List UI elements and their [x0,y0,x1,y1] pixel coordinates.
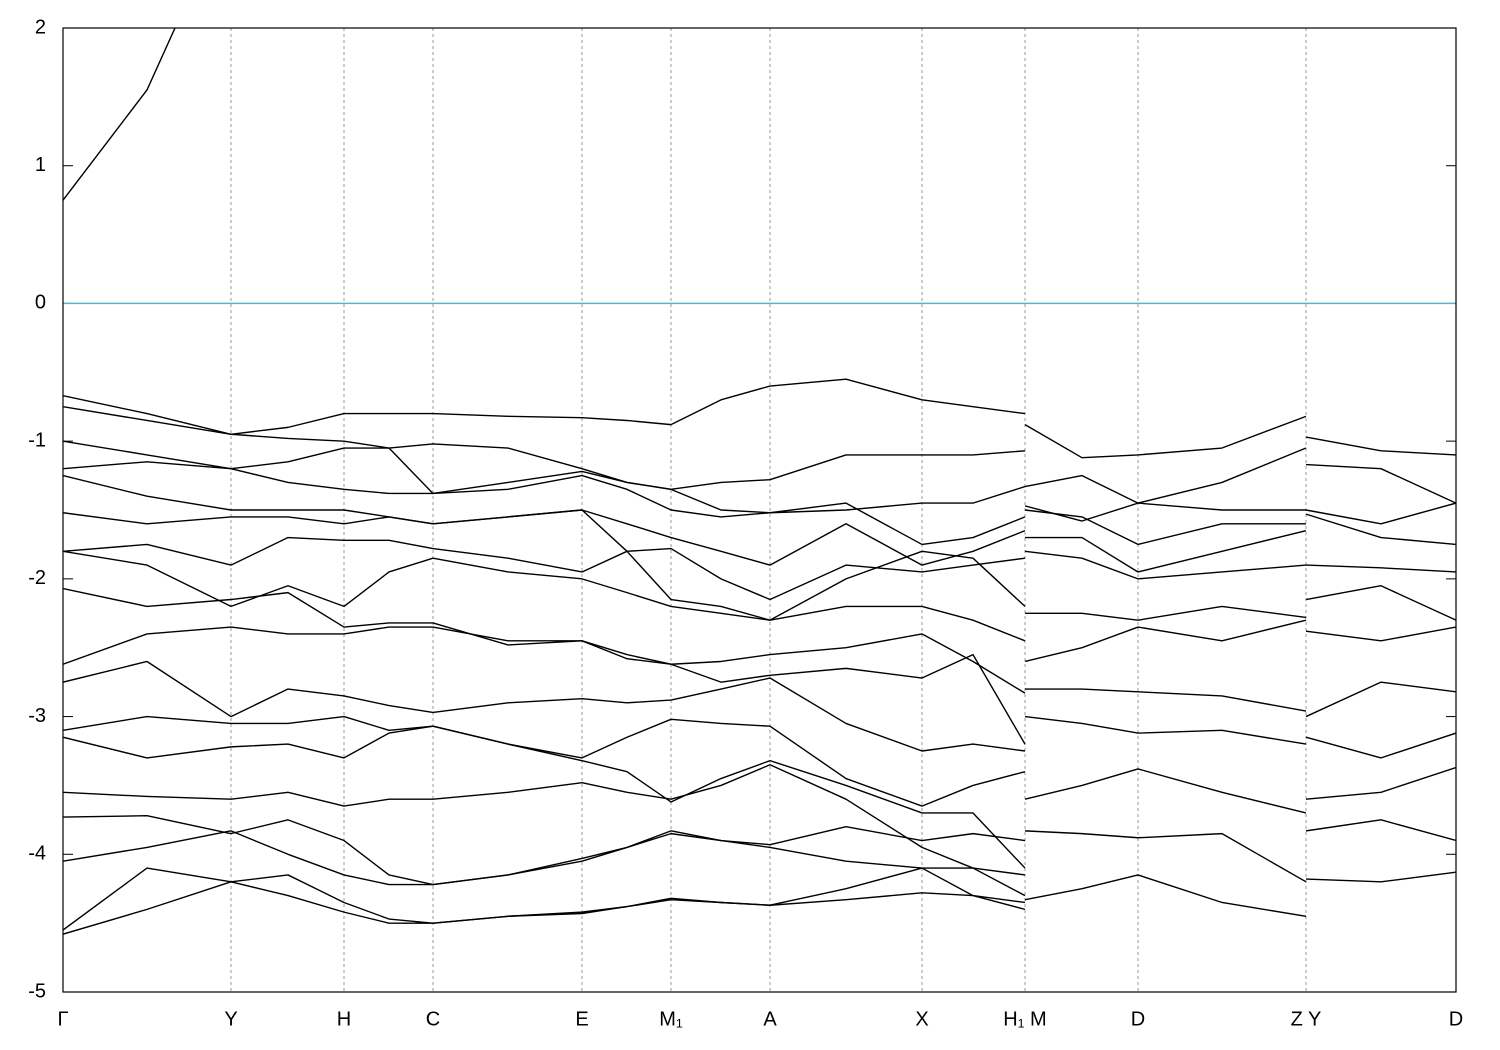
x-tick-label: C [426,1008,440,1030]
x-tick-label: D [1131,1008,1145,1030]
x-tick-label: Γ [57,1008,68,1030]
y-tick-label: 1 [35,154,46,176]
band-line [63,867,1026,931]
band-line [63,815,1026,886]
y-tick-label: 0 [35,292,46,314]
band-line [63,550,1456,718]
y-tick-label: -1 [28,429,46,451]
bands [63,28,1456,935]
x-tick-label: Z Y [1291,1008,1322,1030]
y-tick-label: 2 [35,16,46,38]
x-tick-label: M₁ [659,1008,683,1030]
x-tick-label: H₁ M [1003,1008,1046,1030]
band-line [63,509,1456,621]
y-tick-label: -3 [28,705,46,727]
band-line [63,826,1026,886]
x-tick-label: X [915,1008,928,1030]
y-tick-label: -2 [28,567,46,589]
band-line [63,660,1456,842]
band-line [63,461,1456,546]
band-line [63,440,1456,525]
y-tick-label: -4 [28,843,46,865]
band-line [63,725,1307,917]
band-line [63,881,1026,935]
band-line [63,587,1456,759]
band-line [63,378,1456,459]
band-line [63,536,1456,642]
y-tick-label: -5 [28,980,46,1002]
x-tick-label: D [1449,1008,1463,1030]
band-line [63,715,1456,883]
x-tick-label: E [575,1008,588,1030]
band-line [63,406,1456,504]
plot-frame [62,27,1457,993]
band-line [63,764,1026,897]
x-tick-label: A [763,1008,777,1030]
x-tick-label: Y [224,1008,237,1030]
band-line [63,626,1456,800]
x-tick-label: H [337,1008,351,1030]
band-line [63,28,176,201]
